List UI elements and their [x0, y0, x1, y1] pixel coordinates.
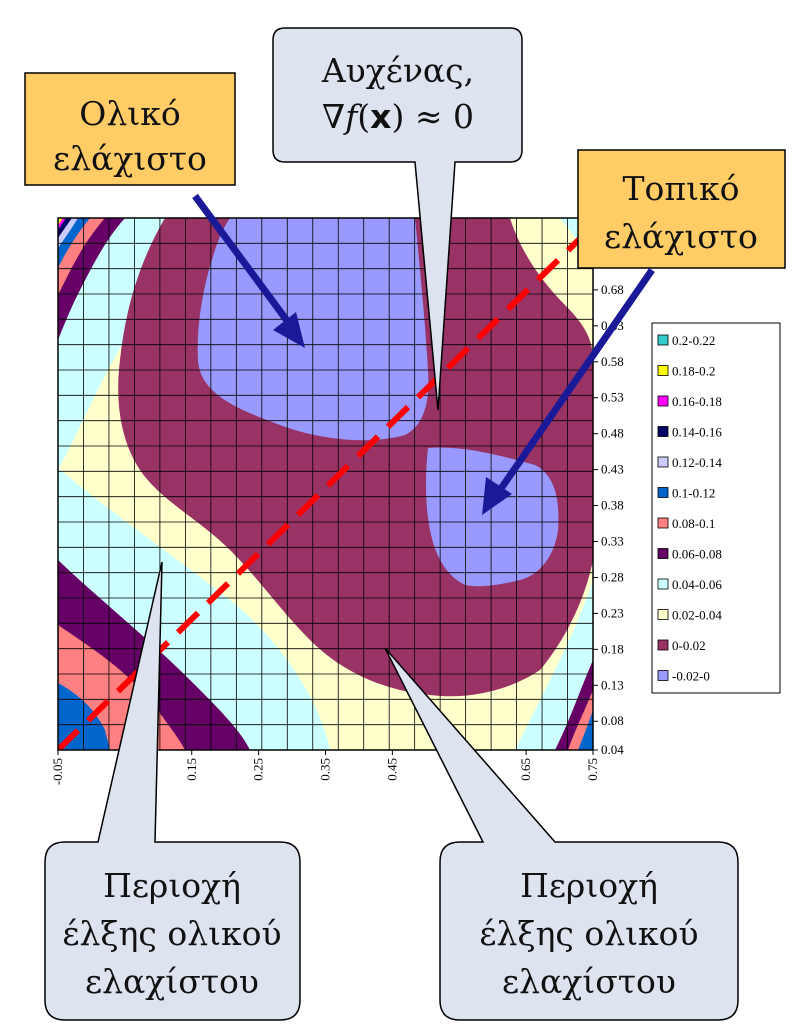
region-0.1-0.12-right — [578, 710, 593, 750]
basin-right-line2: έλξης ολικού — [479, 914, 698, 953]
y-tick-label: 0.18 — [601, 641, 624, 656]
legend-swatch — [657, 395, 669, 407]
x-tick-label: 0.35 — [318, 758, 333, 781]
basin-left-callout-bubble — [44, 561, 301, 1021]
legend-swatch — [657, 365, 669, 376]
x-tick-label: 0.65 — [518, 758, 533, 781]
paren-close: ) — [391, 97, 404, 136]
x-tick-label: 0.15 — [184, 758, 199, 781]
basin-right-callout-bubble — [384, 647, 739, 1021]
legend-label: 0.18-0.2 — [672, 364, 715, 379]
saddle-callout-line1: Αυχένας, — [321, 51, 474, 90]
global-min-arrow — [192, 193, 305, 348]
x-tick-label: 0.75 — [585, 758, 600, 781]
y-tick-label: 0.08 — [601, 713, 624, 728]
y-tick-label: 0.58 — [601, 354, 624, 369]
legend-label: 0.12-0.14 — [672, 455, 722, 470]
basin-right-line1: Περιοχή — [520, 866, 658, 905]
legend-label: 0.04-0.06 — [672, 577, 722, 592]
saddle-callout-bubble — [272, 27, 523, 411]
x-tick-label: 0.25 — [251, 758, 266, 781]
legend-label: 0.1-0.12 — [672, 486, 715, 501]
saddle-callout-line2: ∇f(x) ≈ 0 — [322, 97, 474, 136]
y-tick-label: 0.68 — [601, 282, 624, 297]
basin-left-line1: Περιοχή — [103, 866, 241, 905]
basin-right-line3: ελαχίστου — [502, 962, 676, 1001]
legend-swatch — [657, 639, 669, 651]
legend-swatch — [657, 578, 669, 590]
y-tick-label: 0.13 — [601, 677, 624, 692]
y-tick-label: 0.48 — [601, 426, 624, 441]
global-min-line2: ελάχιστο — [53, 139, 207, 178]
y-tick-label: 0.23 — [601, 605, 624, 620]
legend-label: 0.16-0.18 — [672, 394, 722, 409]
legend-label: 0.06-0.08 — [672, 547, 722, 562]
basin-left-line2: έλξης ολικού — [62, 914, 281, 953]
legend-label: -0.02-0 — [672, 669, 710, 684]
legend-swatch — [657, 609, 669, 620]
legend-swatch — [657, 517, 669, 529]
local-min-line1: Τοπικό — [623, 169, 740, 208]
region-0.04-0.06-top-left — [58, 218, 210, 470]
legend-swatch — [657, 456, 669, 468]
legend-swatch — [657, 334, 669, 346]
y-tick-label: 0.04 — [601, 742, 624, 757]
legend-swatch — [657, 548, 669, 559]
y-tick-label: 0.38 — [601, 498, 624, 513]
region-0.04-0.06-right — [515, 580, 593, 750]
global-min-box — [24, 72, 236, 186]
legend-label: 0.02-0.04 — [672, 608, 722, 623]
approx-zero: ≈ 0 — [404, 97, 474, 136]
local-min-line2: ελάχιστο — [604, 217, 758, 256]
region-local-min — [425, 447, 559, 587]
region-0.18-0.2-top-left — [58, 218, 63, 225]
legend-frame — [651, 322, 781, 694]
x-tick-label: -0.05 — [50, 758, 65, 785]
nabla-symbol: ∇ — [322, 97, 345, 136]
x-tick-label: 0.45 — [384, 758, 399, 781]
x-symbol: x — [370, 97, 391, 136]
y-tick-label: 0.33 — [601, 534, 624, 549]
legend-swatch — [657, 487, 669, 498]
paren-open: ( — [357, 97, 370, 136]
legend-label: 0.2-0.22 — [672, 333, 715, 348]
y-tick-label: 0.53 — [601, 390, 624, 405]
global-min-line1: Ολικό — [79, 94, 180, 133]
y-tick-label: 0.28 — [601, 569, 624, 584]
local-min-arrow — [482, 268, 655, 515]
legend-label: 0.08-0.1 — [672, 516, 715, 531]
basin-left-line3: ελαχίστου — [85, 962, 259, 1001]
local-min-box — [577, 149, 786, 269]
legend-swatch — [657, 426, 669, 437]
legend: 0.2-0.22 0.18-0.2 0.16-0.18 0.14-0.16 0.12-0… — [651, 322, 781, 694]
y-tick-label: 0.43 — [601, 462, 624, 477]
legend-swatch — [657, 670, 669, 681]
legend-label: 0.14-0.16 — [672, 425, 722, 440]
legend-label: 0-0.02 — [672, 638, 706, 653]
